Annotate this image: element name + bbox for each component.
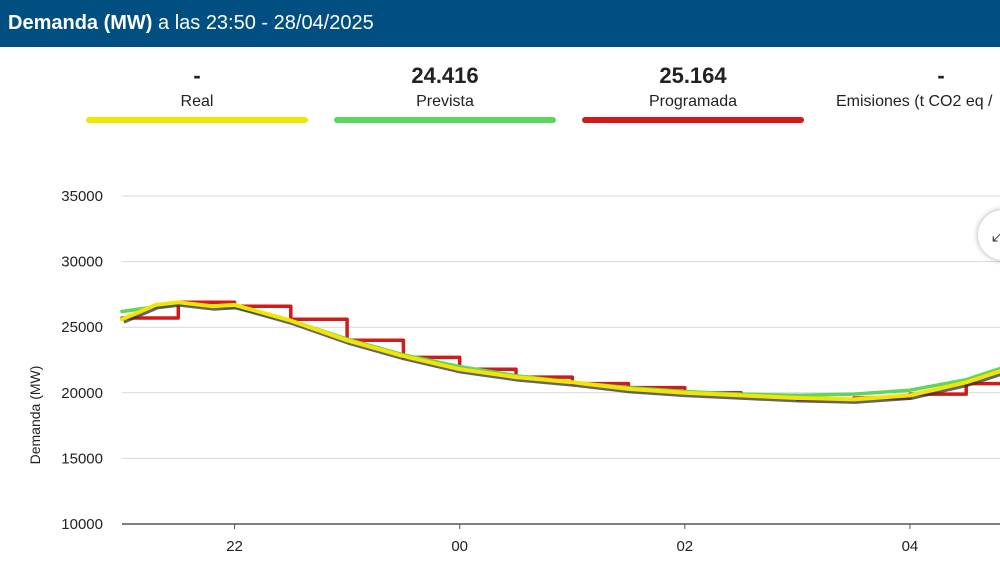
- grid-layer: [122, 195, 1000, 525]
- x-tick-label: 04: [902, 538, 919, 555]
- legend-item-emisiones[interactable]: - Emisiones (t CO2 eq /: [826, 62, 1000, 111]
- series-shadow-real: [122, 301, 1000, 404]
- legend-label-emisiones: Emisiones (t CO2 eq /: [836, 93, 993, 110]
- header-title: Demanda (MW) a las 23:50 - 28/04/2025: [8, 12, 374, 35]
- y-tick-label: 30000: [61, 254, 103, 271]
- x-tick-label: 02: [676, 538, 693, 555]
- y-tick-label: 25000: [61, 319, 103, 336]
- series-line-prevista: [120, 301, 1000, 398]
- series-layer: [120, 300, 1000, 404]
- legend-value-programada: 25.164: [659, 63, 727, 88]
- y-tick-label: 20000: [61, 385, 103, 402]
- legend-line-programada: [582, 117, 804, 123]
- y-axis-title: Demanda (MW): [27, 366, 43, 465]
- header-title-rest: a las 23:50 - 28/04/2025: [152, 12, 374, 34]
- y-tick-label: 10000: [61, 516, 103, 533]
- x-tick-label: 00: [451, 538, 468, 555]
- legend-value-emisiones: -: [937, 63, 945, 88]
- legend-label-programada: Programada: [648, 93, 738, 110]
- legend-line-prevista: [334, 117, 556, 123]
- legend-value-prevista: 24.416: [411, 63, 479, 88]
- legend-item-programada[interactable]: 25.164 Programada: [578, 62, 808, 123]
- legend-item-real[interactable]: - Real: [82, 62, 312, 123]
- x-tick-label: 22: [226, 538, 243, 555]
- series-line-real: [120, 300, 1000, 402]
- legend-label-prevista: Prevista: [416, 93, 474, 110]
- y-tick-label: 15000: [61, 450, 103, 467]
- chart-header: Demanda (MW) a las 23:50 - 28/04/2025: [0, 0, 1000, 47]
- y-tick-label: 35000: [61, 188, 103, 205]
- expand-icon: ⤢: [992, 225, 1000, 245]
- legend-value-real: -: [193, 63, 201, 88]
- expand-button[interactable]: ⤢: [978, 210, 1000, 260]
- legend-label-real: Real: [180, 93, 214, 110]
- axis-layer: 3500030000250002000015000100002200020406…: [27, 188, 919, 555]
- header-title-bold: Demanda (MW): [8, 12, 153, 34]
- legend-item-prevista[interactable]: 24.416 Prevista: [330, 62, 560, 123]
- legend-line-real: [86, 117, 308, 123]
